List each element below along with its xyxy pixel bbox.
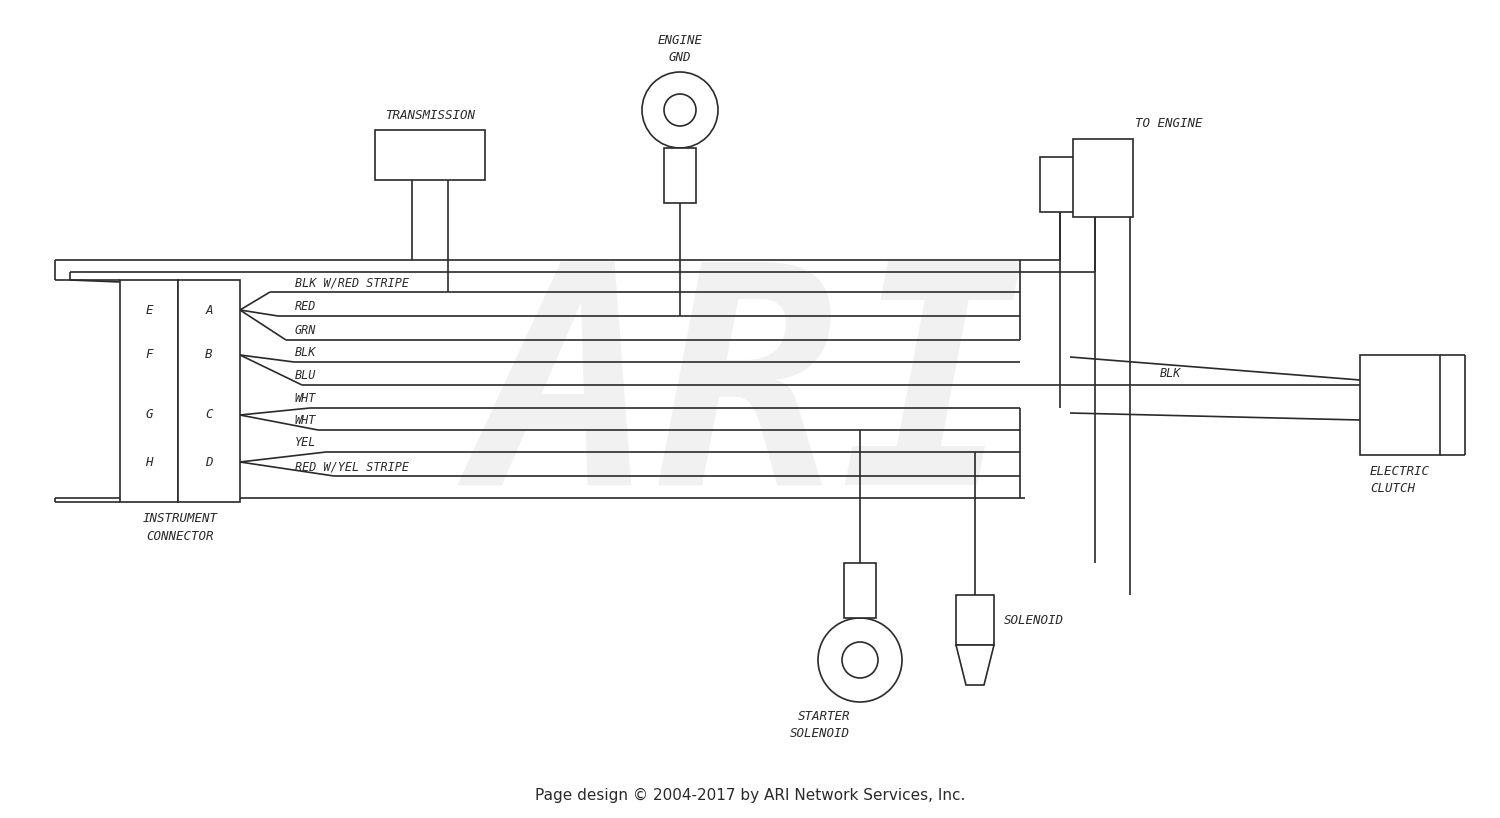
Text: D: D [206,456,213,469]
Bar [120,280,178,502]
Text: A: A [206,303,213,317]
Text: YEL: YEL [296,436,316,449]
Polygon shape [956,645,994,685]
Circle shape [642,72,718,148]
Bar [1072,139,1132,217]
Text: WHT: WHT [296,392,316,405]
Bar [956,595,994,645]
Circle shape [818,618,902,702]
Text: RED W/YEL STRIPE: RED W/YEL STRIPE [296,460,410,473]
Text: INSTRUMENT
CONNECTOR: INSTRUMENT CONNECTOR [142,512,218,543]
Text: F: F [146,348,153,362]
Text: G: G [146,408,153,421]
Text: ENGINE
GND: ENGINE GND [657,34,702,64]
Text: E: E [146,303,153,317]
Bar [1360,355,1440,455]
Text: ARI: ARI [474,251,1026,549]
Text: TO ENGINE: TO ENGINE [1136,117,1203,130]
Text: H: H [146,456,153,469]
Text: BLK W/RED STRIPE: BLK W/RED STRIPE [296,276,410,289]
Text: TRANSMISSION: TRANSMISSION [386,109,476,122]
Text: SOLENOID: SOLENOID [1004,614,1064,627]
Text: STARTER
SOLENOID: STARTER SOLENOID [790,710,850,740]
Text: ELECTRIC
CLUTCH: ELECTRIC CLUTCH [1370,465,1430,495]
Bar [844,563,876,618]
Text: BLK: BLK [1160,367,1182,380]
Circle shape [842,642,878,678]
Bar [1040,157,1130,212]
Text: BLU: BLU [296,369,316,382]
Text: Page design © 2004-2017 by ARI Network Services, Inc.: Page design © 2004-2017 by ARI Network S… [536,788,964,802]
Text: C: C [206,408,213,421]
Text: RED: RED [296,300,316,313]
Text: BLK: BLK [296,346,316,359]
Text: WHT: WHT [296,414,316,427]
Circle shape [664,94,696,126]
Bar [178,280,240,502]
Bar [375,130,484,180]
Text: B: B [206,348,213,362]
Bar [664,148,696,203]
Text: GRN: GRN [296,324,316,337]
